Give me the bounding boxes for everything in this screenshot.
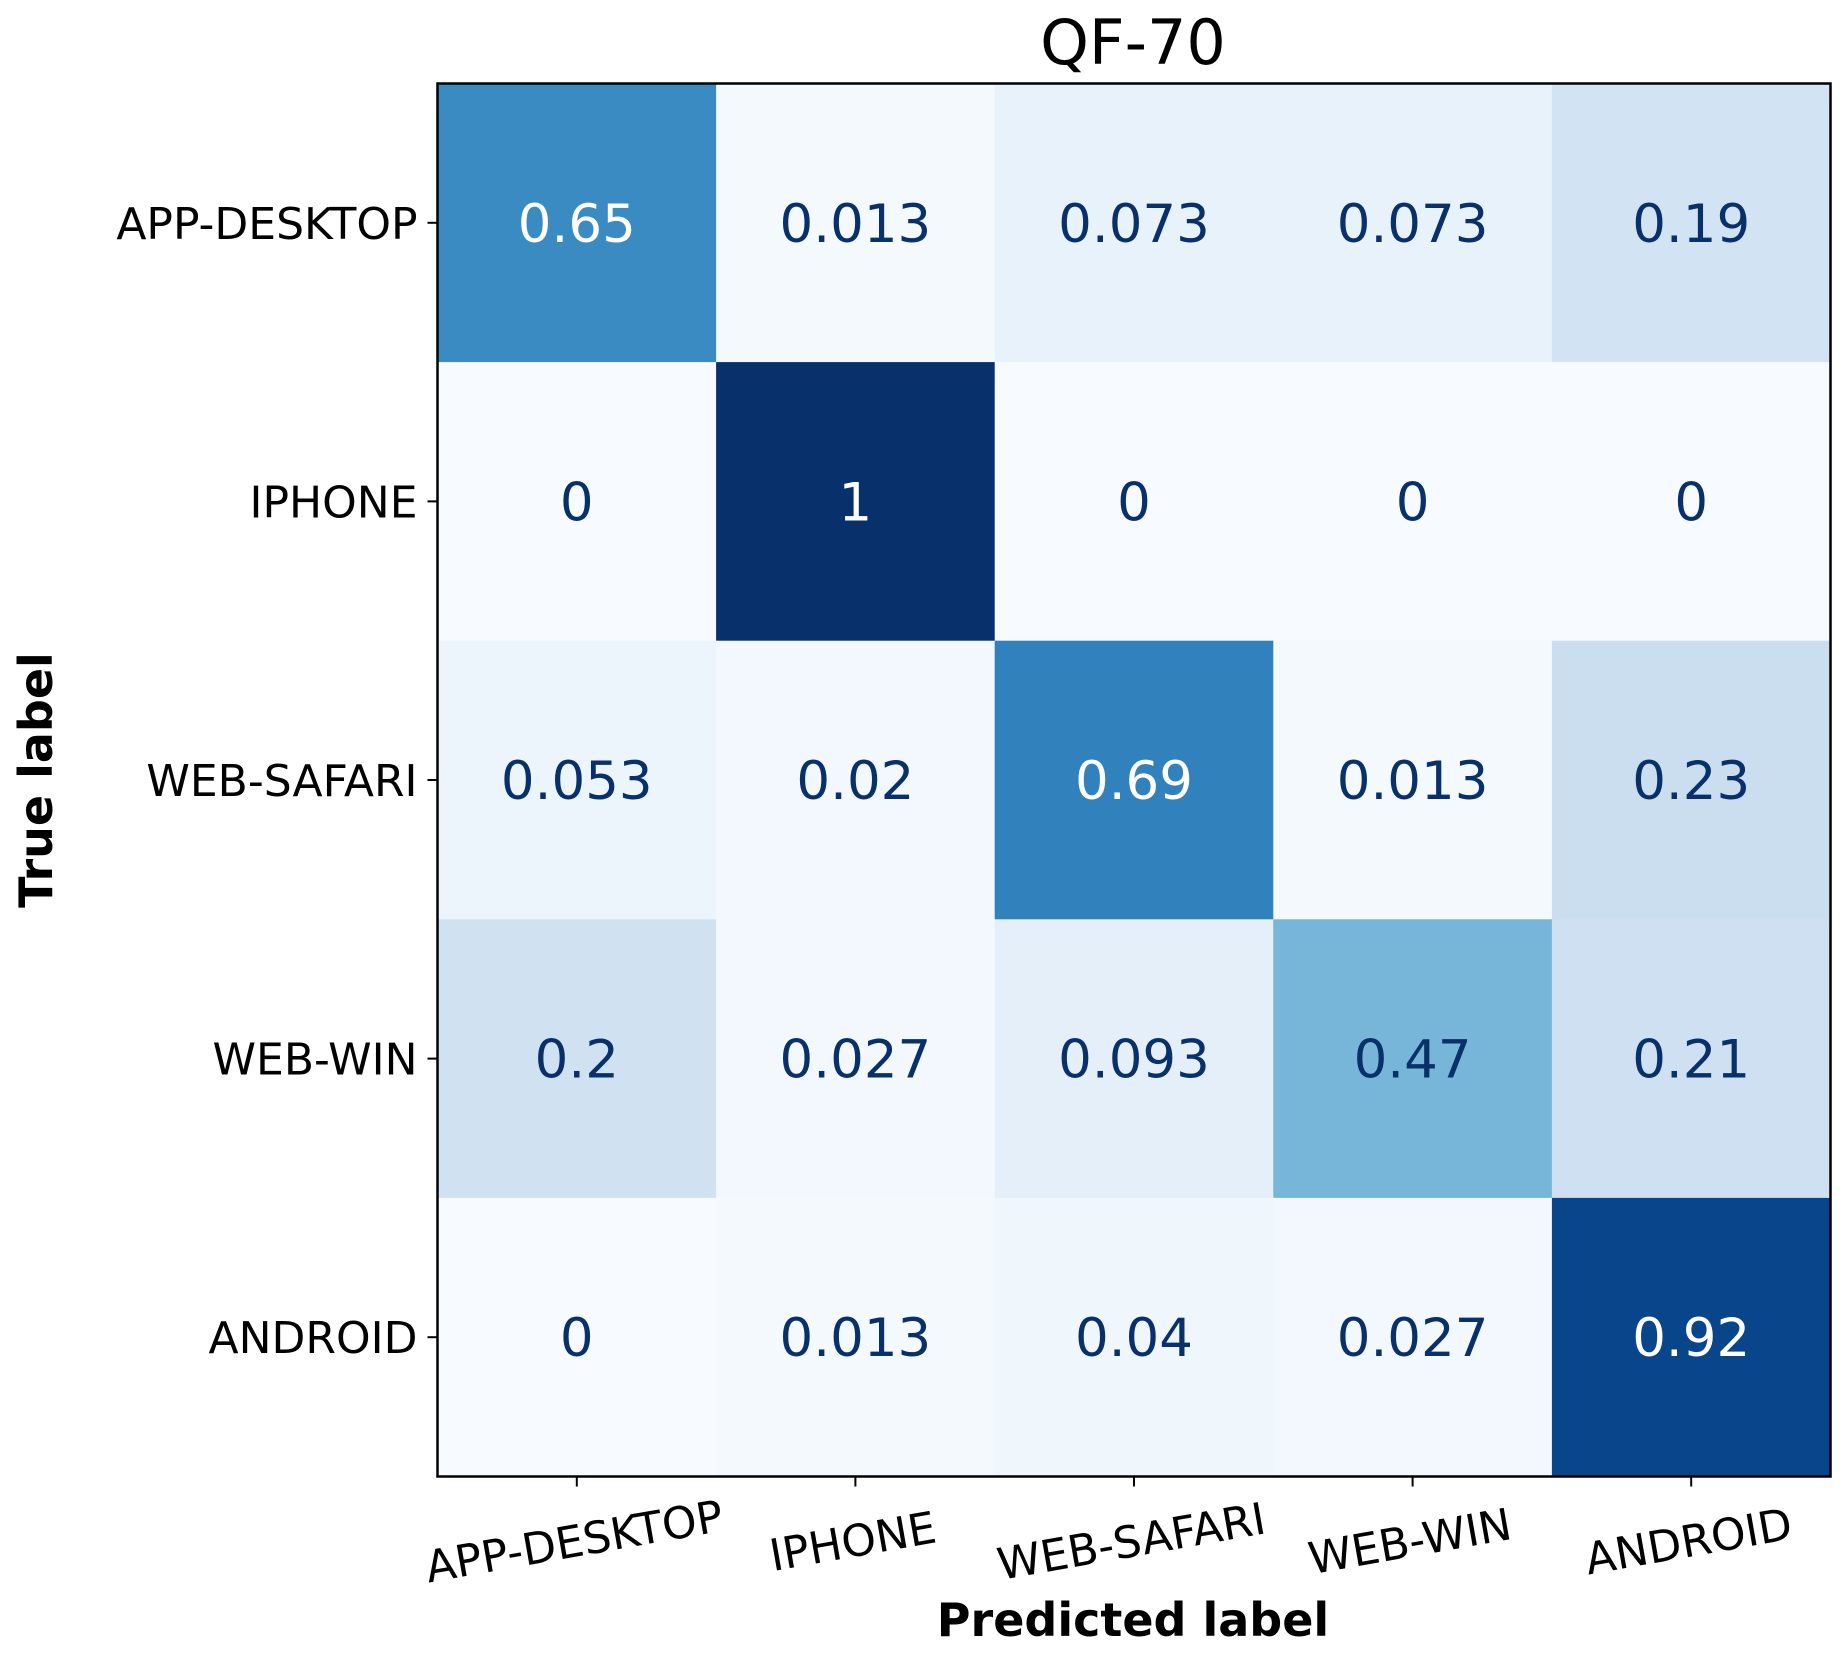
heatmap-cell-value: 0.053: [501, 751, 653, 812]
x-axis-label: Predicted label: [937, 1593, 1329, 1647]
heatmap-cell: [1273, 362, 1553, 642]
heatmap-cell-value: 0: [560, 1308, 594, 1369]
heatmap-cell-value: 0.19: [1632, 194, 1750, 255]
heatmap-cell: [716, 83, 996, 363]
heatmap-cell-value: 0.013: [780, 1308, 932, 1369]
y-tick-label: APP-DESKTOP: [116, 199, 417, 250]
heatmap-cell-value: 0.073: [1337, 194, 1489, 255]
heatmap-cells: [437, 83, 1831, 1477]
heatmap-cell-value: 0.02: [796, 751, 914, 812]
heatmap-cell: [716, 362, 996, 642]
heatmap-cell: [716, 1197, 996, 1477]
heatmap-cell: [437, 362, 717, 642]
heatmap-cell-value: 0.027: [1337, 1308, 1489, 1369]
heatmap-cell: [1273, 1197, 1553, 1477]
heatmap-cell: [437, 1197, 717, 1477]
heatmap-cell-value: 0.04: [1075, 1308, 1193, 1369]
heatmap-cell: [716, 919, 996, 1199]
y-tick-label: WEB-SAFARI: [146, 756, 417, 807]
heatmap-cell: [994, 919, 1274, 1199]
heatmap-cell: [437, 83, 717, 363]
x-tick-label: WEB-SAFARI: [994, 1494, 1270, 1591]
heatmap-cell-value: 0.2: [535, 1030, 619, 1091]
y-axis-ticks: APP-DESKTOP IPHONE WEB-SAFARI WEB-WIN ANDROI…: [116, 199, 438, 1364]
y-tick-label: WEB-WIN: [213, 1035, 418, 1086]
chart-title: QF-70: [1040, 6, 1226, 79]
heatmap-cell-value: 0.013: [1337, 751, 1489, 812]
heatmap-cell: [994, 640, 1274, 920]
y-axis-label: True label: [9, 652, 63, 908]
y-tick-label: ANDROID: [209, 1313, 418, 1364]
heatmap-cell: [1551, 640, 1831, 920]
heatmap-cell-value: 0.65: [518, 194, 636, 255]
heatmap-cell-value: 0.093: [1058, 1030, 1210, 1091]
heatmap-cell-value: 0.21: [1632, 1030, 1750, 1091]
heatmap-cell-value: 0.69: [1075, 751, 1193, 812]
x-tick-label: APP-DESKTOP: [422, 1491, 727, 1594]
heatmap-cell: [437, 640, 717, 920]
x-tick-label: IPHONE: [766, 1503, 940, 1582]
heatmap-cell: [1551, 83, 1831, 363]
heatmap-cell: [437, 919, 717, 1199]
heatmap-cell: [1273, 919, 1553, 1199]
heatmap-cell: [1551, 1197, 1831, 1477]
heatmap-cell: [716, 640, 996, 920]
heatmap-cell-value: 0: [560, 472, 594, 533]
x-tick-label: WEB-WIN: [1305, 1499, 1516, 1585]
heatmap-cell: [994, 362, 1274, 642]
heatmap-cell: [994, 1197, 1274, 1477]
heatmap-cell: [1551, 919, 1831, 1199]
heatmap-cell-value: 0.013: [780, 194, 932, 255]
heatmap-cell-value: 0.92: [1632, 1308, 1750, 1369]
heatmap-cell: [1273, 83, 1553, 363]
heatmap-cell: [1273, 640, 1553, 920]
x-axis-ticks: APP-DESKTOP IPHONE WEB-SAFARI WEB-WIN ANDROI…: [422, 1476, 1796, 1594]
heatmap-cell-value: 1: [839, 472, 873, 533]
heatmap-cell: [1551, 362, 1831, 642]
heatmap-cell-labels: 0.65 0.013 0.073 0.073 0.19 0 1 0 0 0 0.053 0.02 0.6…: [501, 194, 1750, 1369]
heatmap-cell-value: 0.23: [1632, 751, 1750, 812]
heatmap-cell-value: 0: [1396, 472, 1430, 533]
y-tick-label: IPHONE: [250, 477, 418, 528]
heatmap-cell-value: 0.073: [1058, 194, 1210, 255]
heatmap-cell: [994, 83, 1274, 363]
heatmap-cell-value: 0.027: [780, 1030, 932, 1091]
heatmap-cell-value: 0.47: [1354, 1030, 1472, 1091]
heatmap-cell-value: 0: [1674, 472, 1708, 533]
x-tick-label: ANDROID: [1581, 1499, 1796, 1586]
heatmap-cell-value: 0: [1117, 472, 1151, 533]
